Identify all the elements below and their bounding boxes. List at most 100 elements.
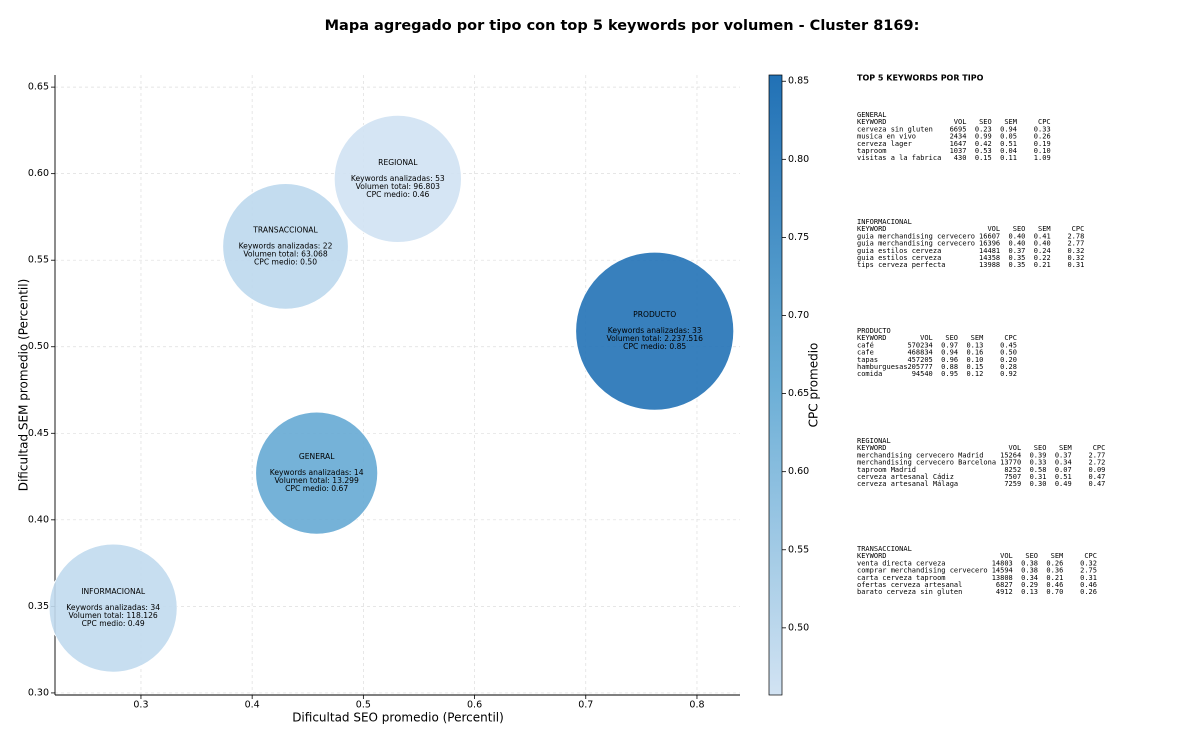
panel-cell: 0.26 [1046, 559, 1063, 567]
panel-cell: 0.31 [1067, 261, 1084, 269]
panel-cell: 0.24 [1034, 247, 1051, 255]
panel-cell: 0.38 [1021, 559, 1038, 567]
panel-cell: 94540 [912, 370, 933, 378]
colorbar-tick-label: 0.55 [788, 544, 809, 555]
panel-cell: 0.10 [1034, 147, 1051, 155]
panel-cell: 0.19 [1034, 140, 1051, 148]
panel-column-header: SEM [971, 334, 984, 342]
panel-cell: 0.33 [1030, 459, 1047, 467]
panel-cell: 457205 [907, 356, 932, 364]
panel-column-header: SEO [1013, 225, 1026, 233]
panel-group-name: REGIONAL [857, 437, 891, 445]
panel-cell: cafe [857, 349, 874, 357]
panel-cell: merchandising cervecero Barcelona [857, 459, 996, 467]
panel-cell: 0.21 [1046, 574, 1063, 582]
panel-cell: 0.49 [1055, 480, 1072, 488]
panel-cell: 0.36 [1046, 567, 1063, 575]
panel-group-name: TRANSACCIONAL [857, 545, 912, 553]
panel-cell: comida [857, 370, 882, 378]
panel-cell: 0.13 [1021, 588, 1038, 596]
panel-column-header: VOL [1000, 552, 1013, 560]
panel-cell: guia merchandising cervecero [857, 240, 975, 248]
panel-cell: 0.26 [1034, 133, 1051, 141]
panel-cell: 7259 [1004, 480, 1021, 488]
x-tick-label: 0.8 [689, 700, 704, 711]
panel-cell: 0.94 [1000, 125, 1017, 133]
colorbar-tick-label: 0.65 [788, 388, 809, 399]
panel-cell: 2.72 [1089, 459, 1106, 467]
panel-cell: 0.96 [941, 356, 958, 364]
panel-cell: 1647 [950, 140, 967, 148]
bubble-label: Keywords analizadas: 53 [351, 174, 445, 183]
bubble-label: Keywords analizadas: 34 [66, 603, 160, 612]
bubble-name: GENERAL [299, 452, 335, 461]
panel-column-header: KEYWORD [857, 334, 887, 342]
panel-column-header: CPC [1084, 552, 1097, 560]
x-axis-label: Dificultad SEO promedio (Percentil) [292, 711, 504, 725]
panel-cell: 0.35 [1009, 254, 1026, 262]
panel-cell: 0.32 [1067, 247, 1084, 255]
colorbar-tick-label: 0.60 [788, 466, 809, 477]
y-tick-label: 0.40 [28, 514, 49, 525]
panel-column-header: CPC [1038, 118, 1051, 126]
colorbar-tick-label: 0.50 [788, 622, 809, 633]
panel-cell: 0.97 [941, 341, 958, 349]
panel-cell: barato cerveza sin gluten [857, 588, 962, 596]
panel-group-name: INFORMACIONAL [857, 218, 912, 226]
panel-cell: carta cerveza taproom [857, 574, 946, 582]
panel-cell: 14803 [992, 559, 1013, 567]
panel-column-header: KEYWORD [857, 118, 887, 126]
bubble-label: Keywords analizadas: 33 [608, 326, 702, 335]
panel-cell: 570234 [907, 341, 932, 349]
panel-cell: 0.22 [1034, 254, 1051, 262]
panel-cell: 8252 [1004, 466, 1021, 474]
panel-cell: 0.37 [1009, 247, 1026, 255]
y-tick-label: 0.50 [28, 341, 49, 352]
panel-column-header: SEM [1038, 225, 1051, 233]
panel-cell: visitas a la fabrica [857, 154, 941, 162]
colorbar-tick-label: 0.75 [788, 232, 809, 243]
panel-column-header: CPC [1072, 225, 1085, 233]
bubble-name: REGIONAL [378, 158, 418, 167]
panel-cell: 0.31 [1030, 473, 1047, 481]
panel-cell: 0.50 [1000, 349, 1017, 357]
panel-cell: hamburguesas [857, 363, 908, 371]
panel-cell: 0.37 [1055, 451, 1072, 459]
panel-cell: 0.70 [1046, 588, 1063, 596]
panel-cell: 0.41 [1034, 232, 1051, 240]
bubble-label: CPC medio: 0.46 [366, 190, 429, 199]
panel-cell: 0.92 [1000, 370, 1017, 378]
bubble-name: PRODUCTO [633, 310, 676, 319]
panel-group-name: PRODUCTO [857, 327, 891, 335]
panel-cell: 0.35 [1009, 261, 1026, 269]
panel-cell: 0.46 [1046, 581, 1063, 589]
panel-cell: 2.77 [1067, 240, 1084, 248]
bubble [575, 251, 735, 411]
panel-column-header: SEO [945, 334, 958, 342]
panel-cell: 0.34 [1021, 574, 1038, 582]
panel-title: TOP 5 KEYWORDS POR TIPO [857, 74, 984, 83]
panel-column-header: VOL [920, 334, 933, 342]
panel-cell: 0.40 [1009, 232, 1026, 240]
panel-cell: 13988 [979, 261, 1000, 269]
panel-cell: 0.51 [1055, 473, 1072, 481]
panel-cell: 0.53 [975, 147, 992, 155]
panel-cell: 0.15 [966, 363, 983, 371]
panel-cell: ofertas cerveza artesanal [857, 581, 962, 589]
y-tick-label: 0.35 [28, 601, 49, 612]
colorbar-tick-label: 0.80 [788, 154, 809, 165]
panel-cell: 0.40 [1009, 240, 1026, 248]
panel-cell: 0.58 [1030, 466, 1047, 474]
panel-cell: 13770 [1000, 459, 1021, 467]
panel-cell: cerveza artesanal Málaga [857, 480, 958, 488]
panel-cell: cerveza sin gluten [857, 125, 933, 133]
panel-cell: 7507 [1004, 473, 1021, 481]
bubble-label: Volumen total: 96.803 [356, 182, 441, 191]
panel-cell: comprar merchandising cervecero [857, 567, 988, 575]
panel-cell: 0.31 [1080, 574, 1097, 582]
panel-cell: musica en vivo [857, 133, 916, 141]
panel-cell: 0.42 [975, 140, 992, 148]
x-tick-label: 0.7 [578, 700, 593, 711]
panel-column-header: SEM [1059, 444, 1072, 452]
bubble [333, 114, 462, 243]
